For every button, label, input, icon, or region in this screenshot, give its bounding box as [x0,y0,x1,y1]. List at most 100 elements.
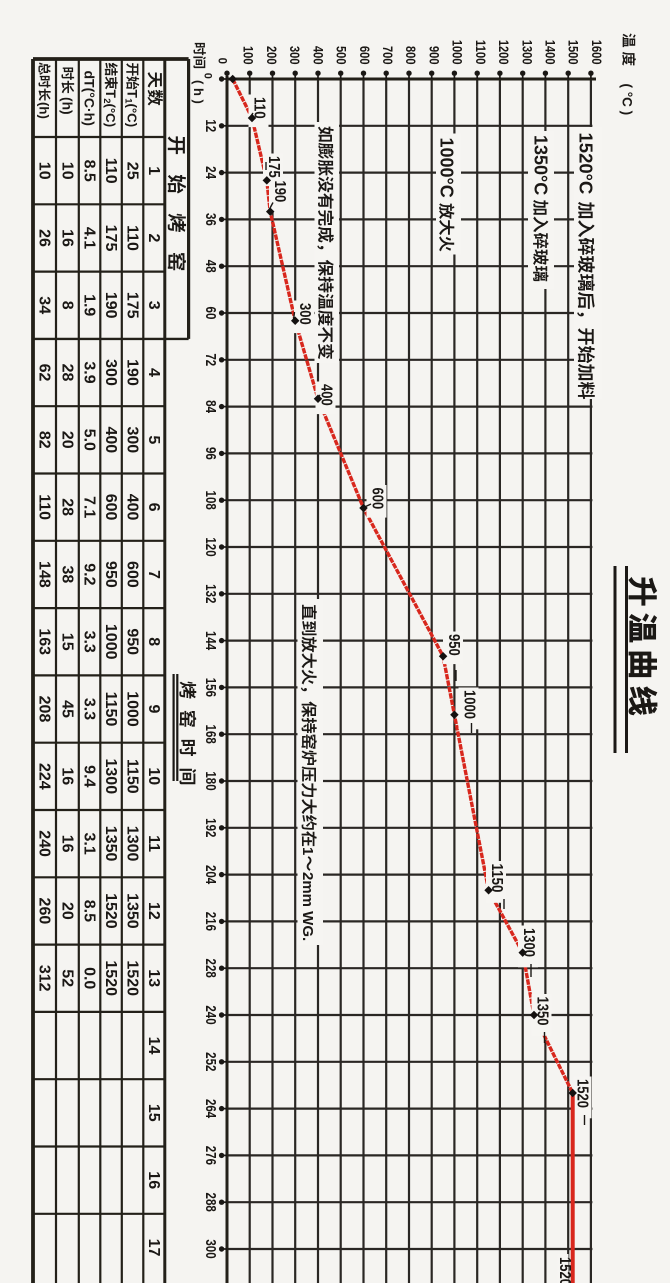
svg-text:175: 175 [265,156,282,178]
svg-text:175: 175 [102,225,119,252]
svg-text:600: 600 [357,46,372,65]
svg-text:240: 240 [36,830,53,857]
svg-text:200: 200 [264,46,279,65]
svg-text:96: 96 [202,447,218,460]
svg-text:16: 16 [145,1171,162,1189]
svg-text:300: 300 [124,426,141,453]
svg-text:9.4: 9.4 [81,765,98,787]
svg-text:(h): (h) [37,102,52,119]
svg-text:252: 252 [202,1052,218,1071]
svg-text:400: 400 [124,494,141,521]
svg-text:4: 4 [145,368,162,377]
svg-text:108: 108 [202,491,218,510]
svg-text:3.3: 3.3 [81,698,98,720]
svg-text:84: 84 [202,400,218,413]
svg-text:°C: °C [576,174,597,195]
svg-text:400: 400 [318,384,335,406]
svg-text:( h ): ( h ) [191,80,206,104]
svg-text:264: 264 [202,1099,218,1118]
svg-text:1300: 1300 [520,928,537,957]
svg-text:120: 120 [202,537,218,556]
svg-text:110: 110 [124,225,141,251]
svg-text:1350: 1350 [102,826,119,862]
svg-text:1400: 1400 [543,40,558,65]
svg-text:1520: 1520 [124,960,141,996]
svg-text:190: 190 [124,359,141,386]
svg-text:204: 204 [202,865,218,884]
svg-text:1200: 1200 [496,40,511,65]
svg-text:1000: 1000 [450,40,465,65]
svg-text:4.1: 4.1 [81,227,98,249]
svg-text:T: T [103,90,118,99]
svg-text:62: 62 [36,364,53,382]
svg-text:(°C): (°C) [103,104,118,128]
svg-text:1600: 1600 [589,40,604,65]
svg-text:10: 10 [36,162,53,180]
svg-text:5: 5 [145,435,162,444]
svg-text:312: 312 [36,965,53,992]
svg-text:20: 20 [59,431,76,449]
svg-text:950: 950 [445,634,462,656]
svg-text:1: 1 [145,166,162,175]
svg-text:1520: 1520 [576,133,597,174]
svg-text:0.0: 0.0 [81,967,98,989]
svg-text:13: 13 [145,969,162,987]
svg-text:9.2: 9.2 [81,563,98,585]
svg-text:156: 156 [202,678,218,697]
svg-text:8: 8 [59,301,76,310]
svg-text:3.1: 3.1 [81,832,98,854]
svg-text:1150: 1150 [124,759,141,794]
svg-text:300: 300 [287,46,302,65]
svg-text:180: 180 [202,771,218,790]
svg-text:1150: 1150 [102,692,119,727]
svg-text:1300: 1300 [519,40,534,65]
svg-text:1.9: 1.9 [81,294,98,316]
svg-text:400: 400 [102,426,119,453]
svg-text:163: 163 [36,628,53,655]
svg-text:7: 7 [145,570,162,579]
svg-text:168: 168 [202,725,218,744]
svg-text:15: 15 [145,1104,162,1122]
svg-text:9: 9 [145,705,162,714]
svg-text:1520: 1520 [102,893,119,929]
svg-text:12: 12 [145,902,162,920]
svg-text:°C: °C [437,178,457,198]
svg-text:60: 60 [202,307,218,320]
svg-text:400: 400 [310,46,325,65]
svg-text:300: 300 [102,359,119,386]
svg-text:11: 11 [145,835,162,852]
svg-text:190: 190 [271,181,288,203]
svg-text:45: 45 [59,700,76,718]
svg-text:1000: 1000 [461,690,478,719]
svg-text:dT(°C·h): dT(°C·h) [82,71,98,126]
svg-text:100: 100 [241,46,256,65]
svg-text:3.9: 3.9 [81,361,98,383]
svg-text:950: 950 [102,561,119,588]
svg-text:16: 16 [59,767,76,785]
svg-text:2mm WG.: 2mm WG. [299,872,316,941]
svg-text:24: 24 [202,166,218,179]
svg-text:132: 132 [202,584,218,603]
svg-text:260: 260 [36,898,53,925]
svg-text:110: 110 [251,97,268,119]
svg-text:20: 20 [59,902,76,920]
svg-text:T: T [125,90,140,99]
svg-text:17: 17 [145,1239,162,1257]
svg-text:288: 288 [202,1193,218,1212]
svg-text:72: 72 [202,353,218,366]
svg-text:800: 800 [403,46,418,65]
svg-text:216: 216 [202,912,218,931]
svg-text:7.1: 7.1 [81,496,98,518]
svg-text:190: 190 [102,292,119,319]
svg-text:148: 148 [36,561,53,588]
svg-text:14: 14 [145,1037,162,1055]
svg-text:26: 26 [36,229,53,247]
svg-text:8.5: 8.5 [81,900,98,922]
svg-text:1: 1 [123,98,134,104]
svg-text:(h): (h) [60,97,75,115]
svg-text:8.5: 8.5 [81,160,98,182]
svg-text:10: 10 [145,767,162,785]
svg-text:16: 16 [59,229,76,247]
svg-text:1000: 1000 [124,691,141,727]
svg-text:110: 110 [36,494,53,520]
